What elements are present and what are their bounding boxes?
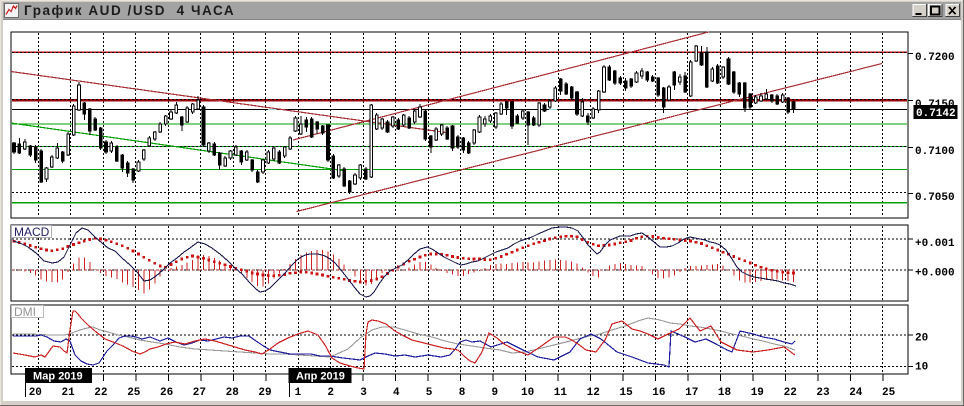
svg-text:0.7100: 0.7100 (915, 146, 955, 158)
svg-text:20: 20 (29, 387, 42, 399)
svg-text:22: 22 (784, 387, 797, 399)
svg-text:29: 29 (258, 387, 271, 399)
svg-text:0.7142: 0.7142 (916, 108, 956, 120)
svg-text:22: 22 (94, 387, 107, 399)
svg-text:12: 12 (587, 387, 600, 399)
svg-text:24: 24 (849, 387, 863, 399)
svg-text:20: 20 (915, 333, 928, 345)
svg-text:Мар 2019: Мар 2019 (33, 371, 83, 383)
svg-text:25: 25 (882, 387, 896, 399)
svg-text:10: 10 (915, 362, 928, 374)
svg-text:5: 5 (426, 387, 433, 399)
svg-text:25: 25 (127, 387, 141, 399)
svg-text:MACD: MACD (14, 225, 50, 239)
svg-text:2: 2 (327, 387, 334, 399)
svg-text:26: 26 (160, 387, 173, 399)
svg-text:15: 15 (619, 387, 633, 399)
svg-text:4: 4 (393, 387, 400, 399)
svg-text:11: 11 (554, 387, 568, 399)
svg-text:3: 3 (360, 387, 367, 399)
svg-text:+0.001: +0.001 (915, 238, 955, 250)
svg-text:27: 27 (193, 387, 206, 399)
svg-text:28: 28 (226, 387, 240, 399)
svg-text:21: 21 (61, 387, 75, 399)
svg-text:График AUD /USD 4 ЧАСА: График AUD /USD 4 ЧАСА (24, 3, 235, 18)
svg-text:19: 19 (751, 387, 764, 399)
svg-text:DMI: DMI (14, 305, 36, 319)
svg-text:16: 16 (652, 387, 665, 399)
svg-text:0.7200: 0.7200 (915, 52, 955, 64)
svg-text:10: 10 (521, 387, 534, 399)
svg-text:17: 17 (685, 387, 698, 399)
svg-text:8: 8 (459, 387, 466, 399)
svg-text:9: 9 (491, 387, 498, 399)
svg-text:18: 18 (718, 387, 732, 399)
svg-text:1: 1 (295, 387, 302, 399)
svg-text:0.7050: 0.7050 (915, 192, 955, 204)
svg-text:Апр 2019: Апр 2019 (296, 371, 345, 383)
svg-text:23: 23 (816, 387, 830, 399)
svg-text:+0.000: +0.000 (915, 268, 955, 280)
